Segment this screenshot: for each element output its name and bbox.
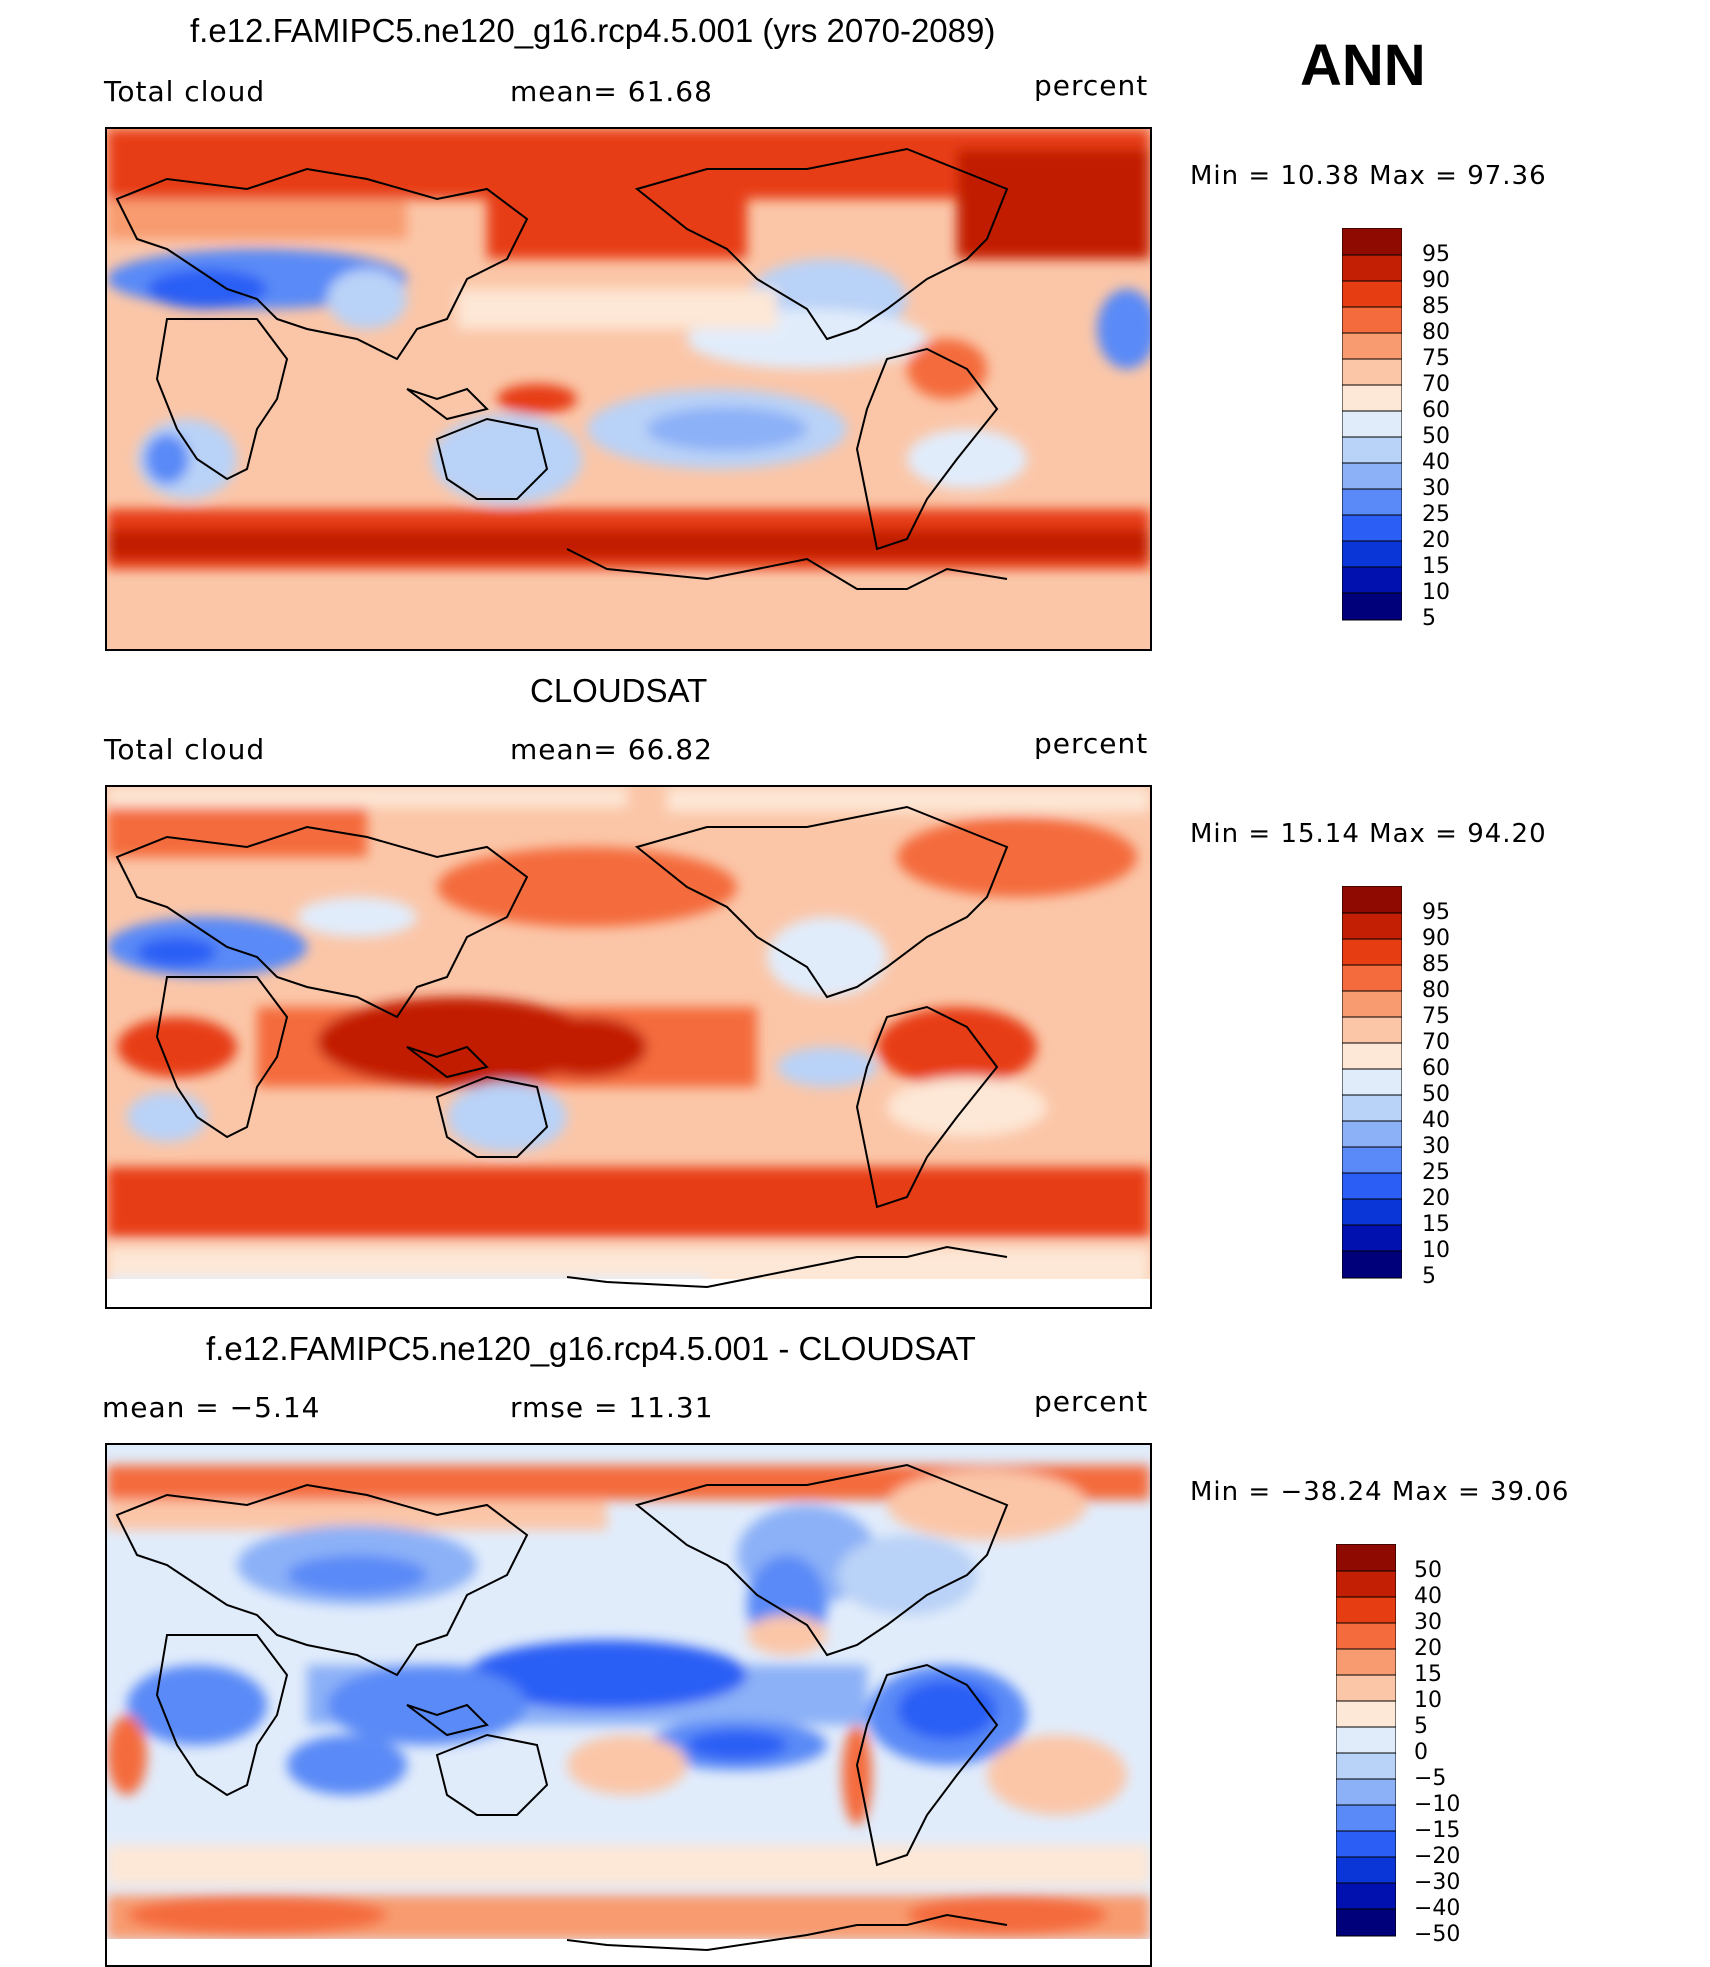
panel1-cb-label: 90 xyxy=(1422,268,1450,293)
panel1-cb-label: 80 xyxy=(1422,320,1450,345)
panel2-colorbar-swatches xyxy=(1341,885,1403,1279)
panel1-minmax: Min = 10.38 Max = 97.36 xyxy=(1190,161,1547,191)
panel2-colorbar xyxy=(1341,885,1403,1296)
panel3-cb-label: −10 xyxy=(1414,1792,1461,1817)
panel2-cb-label: 80 xyxy=(1422,978,1450,1003)
panel1-variable-label: Total cloud xyxy=(104,75,266,108)
panel1-cb-label: 10 xyxy=(1422,580,1450,605)
panel1-colorbar-swatches xyxy=(1341,227,1403,621)
panel2-cb-label: 70 xyxy=(1422,1030,1450,1055)
panel2-cb-label: 25 xyxy=(1422,1160,1450,1185)
panel2-cb-label: 60 xyxy=(1422,1056,1450,1081)
panel2-title: CLOUDSAT xyxy=(530,672,708,709)
panel2-map xyxy=(105,785,1152,1309)
panel3-map xyxy=(105,1443,1152,1967)
season-label: ANN xyxy=(1300,33,1426,98)
panel3-cb-label: −15 xyxy=(1414,1818,1461,1843)
panel2-cb-label: 15 xyxy=(1422,1212,1450,1237)
panel3-cb-label: −30 xyxy=(1414,1870,1461,1895)
panel1-cb-label: 75 xyxy=(1422,346,1450,371)
panel1-colorbar xyxy=(1341,227,1403,638)
panel3-cb-label: 20 xyxy=(1414,1636,1442,1661)
panel2-cb-label: 90 xyxy=(1422,926,1450,951)
panel1-cb-label: 85 xyxy=(1422,294,1450,319)
panel2-mean-label: mean= 66.82 xyxy=(510,733,713,766)
panel3-cb-label: −5 xyxy=(1414,1766,1447,1791)
panel2-cb-label: 50 xyxy=(1422,1082,1450,1107)
panel3-minmax: Min = −38.24 Max = 39.06 xyxy=(1190,1477,1570,1507)
panel3-cb-label: 0 xyxy=(1414,1740,1428,1765)
panel3-rmse-label: rmse = 11.31 xyxy=(510,1391,714,1424)
panel3-cb-label: 50 xyxy=(1414,1558,1442,1583)
panel2-units-label: percent xyxy=(1034,727,1149,760)
panel3-cb-label: −40 xyxy=(1414,1896,1461,1921)
panel3-colorbar-swatches xyxy=(1335,1543,1397,1937)
panel2-cb-label: 40 xyxy=(1422,1108,1450,1133)
panel3-cb-label: 5 xyxy=(1414,1714,1428,1739)
panel2-cb-label: 75 xyxy=(1422,1004,1450,1029)
panel3-title: f.e12.FAMIPC5.ne120_g16.rcp4.5.001 - CLO… xyxy=(206,1330,976,1367)
panel2-minmax: Min = 15.14 Max = 94.20 xyxy=(1190,819,1547,849)
panel1-cb-label: 95 xyxy=(1422,242,1450,267)
panel1-cb-label: 70 xyxy=(1422,372,1450,397)
panel3-mean-label: mean = −5.14 xyxy=(102,1391,321,1424)
panel2-cb-label: 5 xyxy=(1422,1264,1436,1289)
panel1-cb-label: 60 xyxy=(1422,398,1450,423)
panel3-cb-label: 10 xyxy=(1414,1688,1442,1713)
panel3-cb-label: −20 xyxy=(1414,1844,1461,1869)
panel3-cb-label: −50 xyxy=(1414,1922,1461,1947)
panel3-cb-label: 30 xyxy=(1414,1610,1442,1635)
panel1-cb-label: 15 xyxy=(1422,554,1450,579)
panel2-cb-label: 20 xyxy=(1422,1186,1450,1211)
panel3-cb-label: 40 xyxy=(1414,1584,1442,1609)
panel2-cb-label: 85 xyxy=(1422,952,1450,977)
panel3-colorbar xyxy=(1335,1543,1397,1954)
panel2-cb-label: 30 xyxy=(1422,1134,1450,1159)
panel1-cb-label: 40 xyxy=(1422,450,1450,475)
panel1-mean-label: mean= 61.68 xyxy=(510,75,713,108)
panel3-units-label: percent xyxy=(1034,1385,1149,1418)
panel1-cb-label: 5 xyxy=(1422,606,1436,631)
panel1-cb-label: 50 xyxy=(1422,424,1450,449)
panel2-cb-label: 10 xyxy=(1422,1238,1450,1263)
panel1-map xyxy=(105,127,1152,651)
panel2-cb-label: 95 xyxy=(1422,900,1450,925)
panel1-units-label: percent xyxy=(1034,69,1149,102)
panel1-cb-label: 25 xyxy=(1422,502,1450,527)
panel1-title: f.e12.FAMIPC5.ne120_g16.rcp4.5.001 (yrs … xyxy=(190,12,996,49)
panel3-cb-label: 15 xyxy=(1414,1662,1442,1687)
panel2-variable-label: Total cloud xyxy=(104,733,266,766)
panel1-cb-label: 20 xyxy=(1422,528,1450,553)
panel1-cb-label: 30 xyxy=(1422,476,1450,501)
